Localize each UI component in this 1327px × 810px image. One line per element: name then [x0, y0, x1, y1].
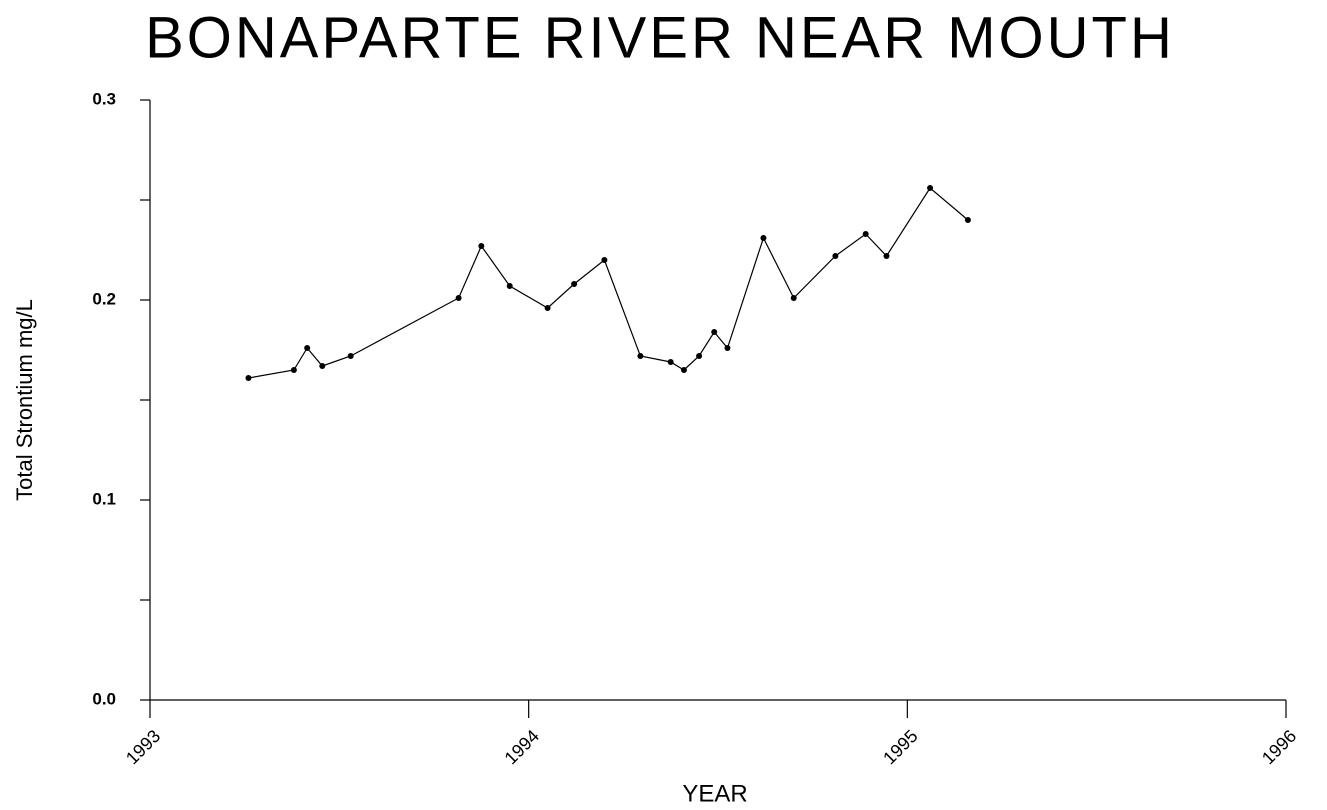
data-point	[455, 295, 462, 301]
data-point	[724, 345, 731, 351]
data-point	[862, 231, 869, 237]
y-tick-label: 0.1	[92, 489, 116, 508]
data-point	[964, 217, 971, 223]
data-point	[544, 305, 551, 311]
data-point	[790, 295, 797, 301]
x-axis-label: YEAR	[682, 780, 747, 807]
data-point	[680, 367, 687, 373]
data-point	[506, 283, 513, 289]
x-tick-label: 1993	[122, 726, 164, 768]
y-tick-label: 0.3	[92, 89, 116, 108]
data-point	[760, 235, 767, 241]
data-point	[637, 353, 644, 359]
data-point	[290, 367, 297, 373]
data-point	[304, 345, 311, 351]
y-axis-label: Total Strontium mg/L	[12, 299, 37, 501]
y-tick-label: 0.0	[92, 689, 116, 708]
chart-title: BONAPARTE RIVER NEAR MOUTH	[145, 5, 1175, 70]
data-point	[711, 329, 718, 335]
data-point	[245, 375, 252, 381]
data-point	[478, 243, 485, 249]
x-tick-label: 1995	[879, 726, 921, 768]
data-point	[601, 257, 608, 263]
data-point	[347, 353, 354, 359]
data-point	[927, 185, 934, 191]
data-point	[571, 281, 578, 287]
data-point	[667, 359, 674, 365]
y-tick-label: 0.2	[92, 289, 116, 308]
data-point	[883, 253, 890, 259]
data-point	[319, 363, 326, 369]
x-tick-label: 1996	[1258, 726, 1300, 768]
x-tick-label: 1994	[501, 726, 543, 768]
data-line	[248, 187, 969, 379]
data-point	[832, 253, 839, 259]
data-point	[696, 353, 703, 359]
